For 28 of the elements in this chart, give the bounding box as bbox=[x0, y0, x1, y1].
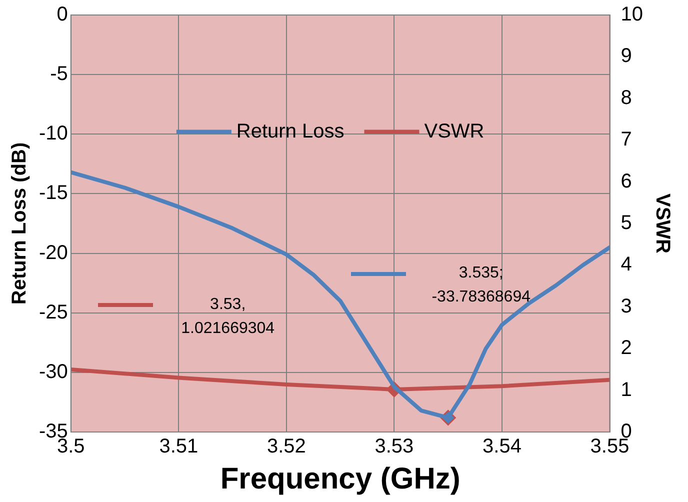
y2-tick-label: 8 bbox=[620, 86, 632, 109]
y-tick-label: -15 bbox=[39, 182, 68, 204]
y2-tick-label: 9 bbox=[620, 45, 632, 68]
y2-tick-label: 5 bbox=[620, 212, 632, 234]
annotation: 3.53, 1.021669304 bbox=[181, 296, 275, 337]
y2-tick-label: 6 bbox=[620, 170, 632, 192]
y-tick-label: -25 bbox=[39, 301, 68, 324]
y2-tick-label: 7 bbox=[620, 128, 632, 151]
legend-label: Return Loss bbox=[236, 120, 344, 142]
y-tick-label: 0 bbox=[56, 4, 68, 26]
y2-axis-title: VSWR bbox=[651, 194, 674, 254]
y2-tick-label: 1 bbox=[620, 378, 632, 401]
x-tick-label: 3.54 bbox=[482, 436, 522, 458]
x-tick-label: 3.51 bbox=[159, 436, 198, 458]
y-tick-label: -5 bbox=[50, 63, 68, 86]
annotation: 3.535; -33.78368694 bbox=[432, 264, 531, 306]
y2-tick-label: 4 bbox=[620, 254, 632, 276]
y2-tick-label: 3 bbox=[620, 295, 632, 318]
legend-label: VSWR bbox=[424, 120, 484, 142]
y2-tick-label: 2 bbox=[620, 337, 632, 360]
x-tick-label: 3.53 bbox=[374, 436, 414, 458]
y2-tick-label: 10 bbox=[620, 4, 644, 26]
x-axis-title: Frequency (GHz) bbox=[220, 462, 460, 496]
y-axis-title: Return Loss (dB) bbox=[8, 142, 31, 305]
y-tick-label: -10 bbox=[39, 122, 68, 145]
y-tick-label: -30 bbox=[39, 360, 68, 383]
y-tick-label: -20 bbox=[39, 242, 68, 264]
x-tick-label: 3.52 bbox=[266, 436, 306, 458]
